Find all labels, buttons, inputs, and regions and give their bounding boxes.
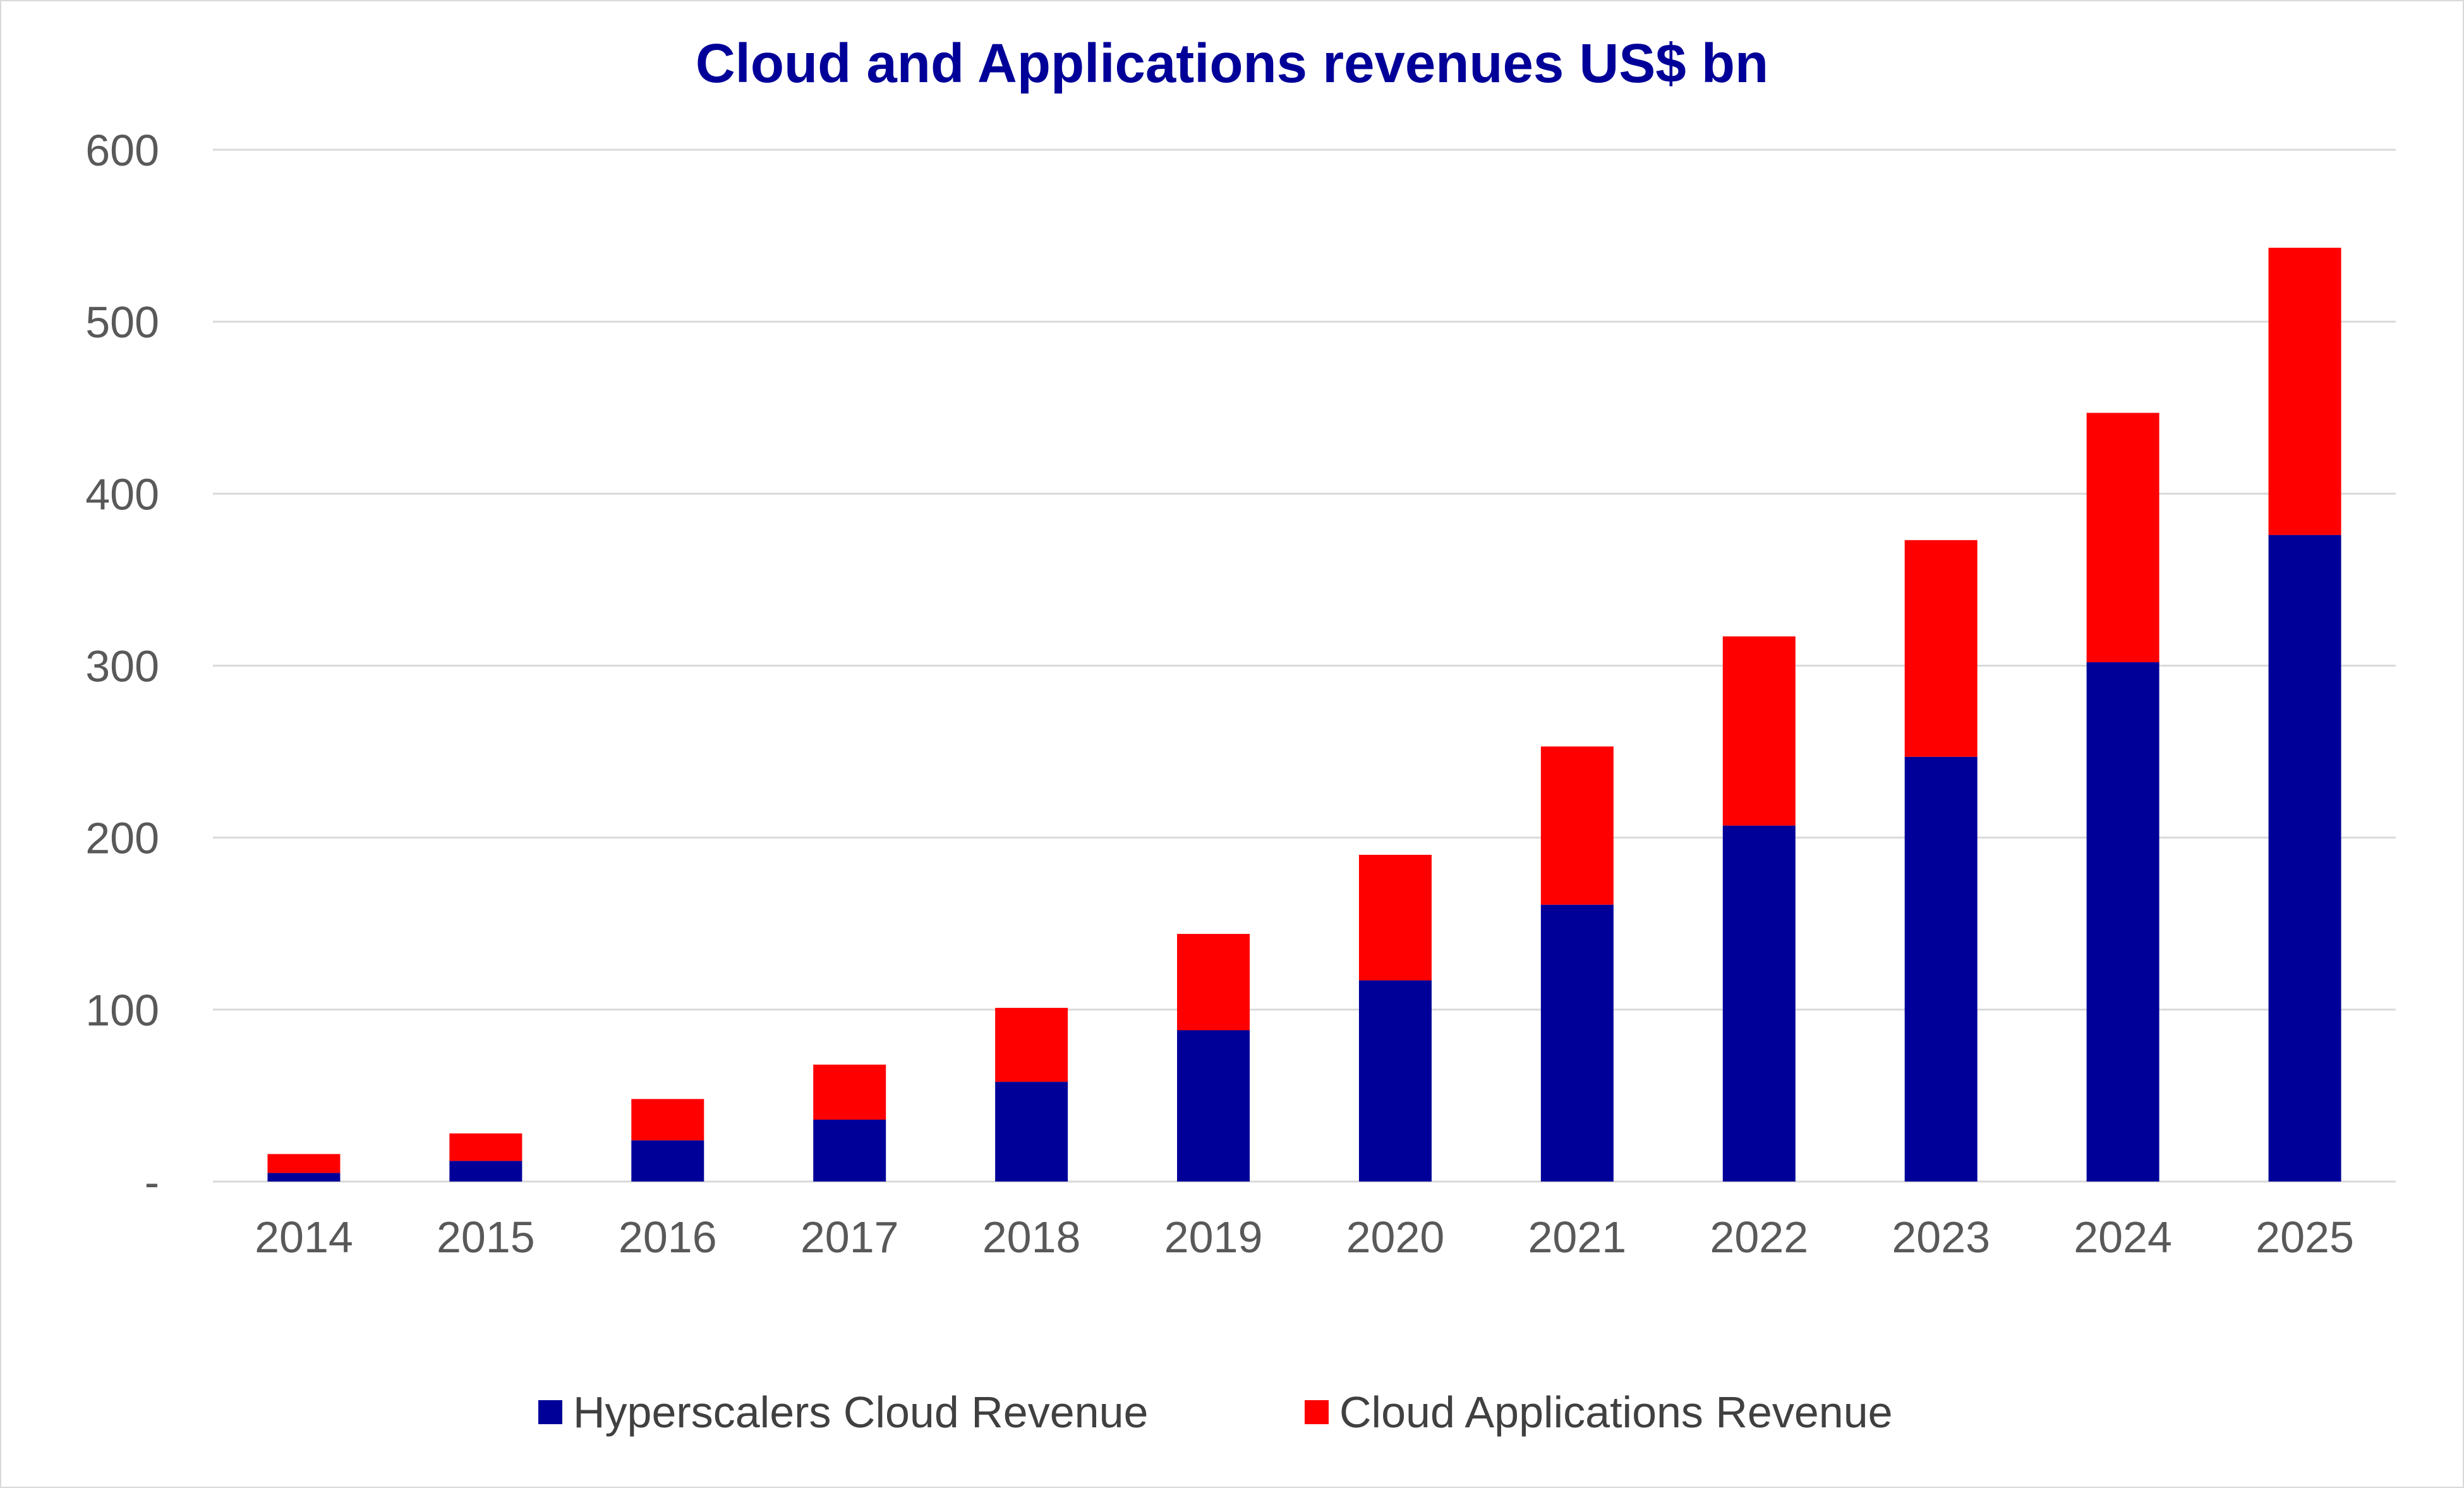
bar-cloud-applications-2021 — [1540, 746, 1614, 905]
bar-cloud-applications-2018 — [995, 1008, 1068, 1082]
bar-hyperscalers-2019 — [1177, 1030, 1250, 1182]
y-tick-label: 400 — [85, 469, 159, 519]
bar-hyperscalers-2016 — [631, 1140, 704, 1182]
bar-hyperscalers-2022 — [1722, 825, 1796, 1182]
y-tick-label: - — [145, 1158, 159, 1207]
x-tick-label: 2014 — [255, 1213, 353, 1262]
bar-cloud-applications-2014 — [267, 1154, 341, 1173]
bar-hyperscalers-2023 — [1904, 756, 1978, 1182]
legend-label: Hyperscalers Cloud Revenue — [573, 1388, 1148, 1437]
x-tick-label: 2025 — [2256, 1213, 2354, 1262]
bar-hyperscalers-2025 — [2268, 535, 2341, 1182]
bar-hyperscalers-2015 — [449, 1161, 522, 1182]
legend-label: Cloud Applications Revenue — [1339, 1388, 1893, 1437]
bar-hyperscalers-2018 — [995, 1082, 1068, 1182]
y-tick-label: 600 — [85, 126, 159, 175]
legend-swatch-cloud-applications — [1305, 1400, 1329, 1424]
x-tick-label: 2015 — [437, 1213, 535, 1262]
bar-cloud-applications-2015 — [449, 1133, 522, 1161]
legend: Hyperscalers Cloud Revenue Cloud Applicat… — [538, 1388, 1893, 1437]
bar-cloud-applications-2016 — [631, 1099, 704, 1140]
bar-cloud-applications-2025 — [2268, 248, 2341, 535]
x-axis-tick-labels: 2014 2015 2016 2017 2018 2019 2020 2021 2022 2023… — [255, 1213, 2354, 1262]
legend-swatch-hyperscalers — [538, 1400, 562, 1424]
bar-cloud-applications-2023 — [1904, 540, 1978, 757]
x-tick-label: 2017 — [800, 1213, 899, 1262]
bar-hyperscalers-2024 — [2086, 662, 2159, 1182]
bar-hyperscalers-2017 — [813, 1120, 886, 1182]
bar-cloud-applications-2020 — [1358, 854, 1432, 981]
bar-cloud-applications-2022 — [1722, 636, 1796, 826]
x-tick-label: 2022 — [1710, 1213, 1808, 1262]
bar-hyperscalers-2021 — [1540, 904, 1614, 1182]
bar-hyperscalers-2020 — [1358, 980, 1432, 1182]
x-tick-label: 2023 — [1892, 1213, 1990, 1262]
y-tick-label: 500 — [85, 298, 159, 347]
y-tick-label: 200 — [85, 814, 159, 863]
x-tick-label: 2024 — [2074, 1213, 2172, 1262]
y-tick-label: 100 — [85, 986, 159, 1035]
x-tick-label: 2018 — [982, 1213, 1081, 1262]
x-tick-label: 2019 — [1164, 1213, 1263, 1262]
x-tick-label: 2016 — [619, 1213, 717, 1262]
bar-cloud-applications-2017 — [813, 1064, 886, 1120]
bar-hyperscalers-2014 — [267, 1173, 341, 1182]
bar-cloud-applications-2024 — [2086, 413, 2159, 663]
bar-cloud-applications-2019 — [1177, 934, 1250, 1031]
x-tick-label: 2021 — [1528, 1213, 1627, 1262]
gridlines — [213, 148, 2396, 1183]
y-tick-label: 300 — [85, 642, 159, 691]
y-axis-tick-labels: - 100 200 300 400 500 600 — [85, 126, 159, 1207]
x-tick-label: 2020 — [1346, 1213, 1445, 1262]
chart-title: Cloud and Applications revenues US$ bn — [696, 33, 1768, 94]
bars — [267, 248, 2341, 1182]
